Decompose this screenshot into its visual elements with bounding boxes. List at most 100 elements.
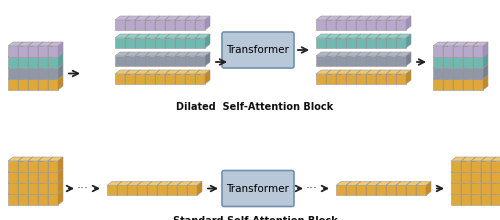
Polygon shape: [8, 183, 18, 194]
Polygon shape: [443, 64, 448, 79]
Polygon shape: [125, 70, 140, 74]
Polygon shape: [8, 79, 18, 90]
Polygon shape: [491, 179, 500, 183]
Polygon shape: [336, 20, 346, 30]
Polygon shape: [376, 182, 381, 196]
Polygon shape: [473, 68, 483, 79]
Polygon shape: [406, 70, 411, 84]
Polygon shape: [473, 64, 478, 79]
Polygon shape: [8, 190, 23, 194]
Polygon shape: [481, 179, 496, 183]
Polygon shape: [336, 16, 341, 30]
Polygon shape: [28, 57, 38, 68]
Polygon shape: [28, 42, 33, 57]
Polygon shape: [135, 74, 145, 84]
Polygon shape: [165, 70, 180, 74]
Polygon shape: [38, 46, 48, 57]
Polygon shape: [433, 79, 443, 90]
Polygon shape: [346, 185, 356, 196]
Polygon shape: [453, 53, 458, 68]
Polygon shape: [155, 34, 170, 38]
Polygon shape: [127, 182, 142, 185]
Polygon shape: [28, 157, 33, 172]
Polygon shape: [18, 42, 33, 46]
Polygon shape: [48, 64, 63, 68]
Polygon shape: [48, 68, 58, 79]
Polygon shape: [135, 70, 140, 84]
Polygon shape: [155, 34, 160, 48]
Polygon shape: [125, 56, 135, 66]
Polygon shape: [155, 38, 165, 48]
Polygon shape: [471, 179, 476, 194]
Polygon shape: [195, 70, 200, 84]
Polygon shape: [145, 16, 160, 20]
Polygon shape: [28, 190, 33, 205]
Polygon shape: [376, 74, 386, 84]
Polygon shape: [386, 52, 391, 66]
Polygon shape: [453, 75, 458, 90]
Polygon shape: [376, 34, 391, 38]
Polygon shape: [38, 68, 48, 79]
Polygon shape: [316, 20, 326, 30]
Polygon shape: [346, 70, 361, 74]
Polygon shape: [426, 182, 431, 196]
Polygon shape: [155, 74, 165, 84]
Polygon shape: [165, 56, 175, 66]
Polygon shape: [471, 157, 486, 161]
Polygon shape: [366, 70, 371, 84]
Polygon shape: [38, 157, 53, 161]
Polygon shape: [386, 70, 391, 84]
Polygon shape: [433, 42, 448, 46]
Polygon shape: [453, 53, 468, 57]
Polygon shape: [107, 182, 122, 185]
Polygon shape: [38, 64, 43, 79]
Polygon shape: [115, 34, 130, 38]
Polygon shape: [18, 57, 28, 68]
Polygon shape: [195, 70, 210, 74]
Polygon shape: [18, 79, 28, 90]
Polygon shape: [336, 16, 351, 20]
Polygon shape: [396, 70, 401, 84]
Polygon shape: [356, 16, 371, 20]
Polygon shape: [356, 182, 371, 185]
Polygon shape: [376, 20, 386, 30]
Polygon shape: [473, 75, 488, 79]
Polygon shape: [58, 157, 63, 172]
Polygon shape: [356, 16, 361, 30]
Polygon shape: [326, 70, 331, 84]
Polygon shape: [175, 70, 190, 74]
Polygon shape: [175, 20, 185, 30]
Polygon shape: [463, 75, 478, 79]
Polygon shape: [451, 157, 466, 161]
Polygon shape: [326, 20, 336, 30]
Polygon shape: [346, 16, 361, 20]
Polygon shape: [376, 185, 386, 196]
Polygon shape: [366, 70, 381, 74]
Polygon shape: [433, 53, 448, 57]
Polygon shape: [491, 190, 500, 194]
Polygon shape: [48, 79, 58, 90]
Polygon shape: [451, 183, 461, 194]
Polygon shape: [8, 194, 18, 205]
Polygon shape: [155, 20, 165, 30]
Polygon shape: [443, 42, 448, 57]
Polygon shape: [471, 179, 486, 183]
Polygon shape: [463, 64, 478, 68]
Polygon shape: [346, 52, 361, 56]
Polygon shape: [38, 190, 43, 205]
Polygon shape: [481, 194, 491, 205]
Polygon shape: [125, 38, 135, 48]
Polygon shape: [396, 38, 406, 48]
Polygon shape: [481, 168, 496, 172]
Polygon shape: [145, 38, 155, 48]
Polygon shape: [28, 168, 33, 183]
Polygon shape: [155, 70, 170, 74]
Polygon shape: [326, 34, 341, 38]
Polygon shape: [346, 52, 351, 66]
Polygon shape: [443, 42, 458, 46]
Polygon shape: [38, 161, 48, 172]
Polygon shape: [356, 34, 371, 38]
Polygon shape: [376, 56, 386, 66]
Polygon shape: [38, 53, 43, 68]
Polygon shape: [155, 16, 160, 30]
